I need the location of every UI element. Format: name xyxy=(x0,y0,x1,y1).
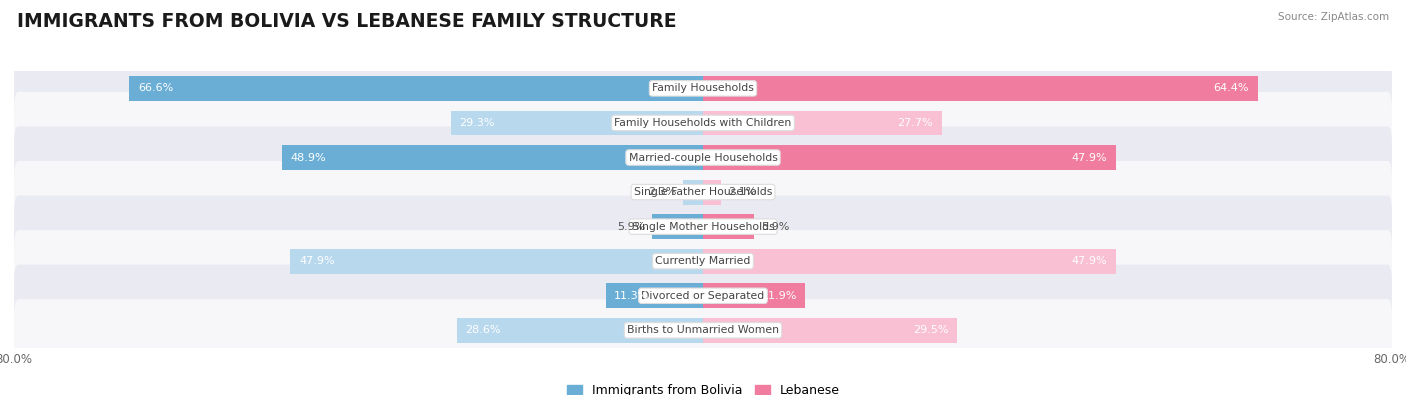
Bar xyxy=(129,76,703,101)
Bar xyxy=(291,249,703,274)
Text: Family Households with Children: Family Households with Children xyxy=(614,118,792,128)
Text: 47.9%: 47.9% xyxy=(1071,152,1107,162)
Legend: Immigrants from Bolivia, Lebanese: Immigrants from Bolivia, Lebanese xyxy=(561,379,845,395)
FancyBboxPatch shape xyxy=(14,265,1392,327)
Text: Family Households: Family Households xyxy=(652,83,754,93)
FancyBboxPatch shape xyxy=(14,57,1392,119)
Bar xyxy=(703,283,806,308)
Text: 29.3%: 29.3% xyxy=(460,118,495,128)
Text: 47.9%: 47.9% xyxy=(1071,256,1107,266)
Text: Married-couple Households: Married-couple Households xyxy=(628,152,778,162)
Bar xyxy=(703,145,1115,170)
Text: 5.9%: 5.9% xyxy=(761,222,789,231)
Text: 28.6%: 28.6% xyxy=(465,325,501,335)
Bar xyxy=(703,318,957,343)
Text: 11.3%: 11.3% xyxy=(614,291,650,301)
Bar xyxy=(703,111,942,135)
Text: Births to Unmarried Women: Births to Unmarried Women xyxy=(627,325,779,335)
Text: 11.9%: 11.9% xyxy=(762,291,797,301)
Text: 29.5%: 29.5% xyxy=(912,325,949,335)
FancyBboxPatch shape xyxy=(14,161,1392,223)
Bar xyxy=(451,111,703,135)
Text: 66.6%: 66.6% xyxy=(138,83,173,93)
Bar xyxy=(703,249,1115,274)
Text: Source: ZipAtlas.com: Source: ZipAtlas.com xyxy=(1278,12,1389,22)
Text: Currently Married: Currently Married xyxy=(655,256,751,266)
Text: 2.3%: 2.3% xyxy=(648,187,676,197)
FancyBboxPatch shape xyxy=(14,230,1392,292)
FancyBboxPatch shape xyxy=(14,126,1392,189)
Bar xyxy=(281,145,703,170)
Bar xyxy=(703,180,721,205)
FancyBboxPatch shape xyxy=(14,299,1392,361)
Text: 47.9%: 47.9% xyxy=(299,256,335,266)
Text: Single Mother Households: Single Mother Households xyxy=(631,222,775,231)
Text: Single Father Households: Single Father Households xyxy=(634,187,772,197)
FancyBboxPatch shape xyxy=(14,196,1392,258)
Bar xyxy=(683,180,703,205)
Bar xyxy=(703,76,1257,101)
Text: IMMIGRANTS FROM BOLIVIA VS LEBANESE FAMILY STRUCTURE: IMMIGRANTS FROM BOLIVIA VS LEBANESE FAMI… xyxy=(17,12,676,31)
Text: 27.7%: 27.7% xyxy=(897,118,934,128)
Bar xyxy=(652,214,703,239)
Bar xyxy=(457,318,703,343)
Bar xyxy=(606,283,703,308)
Text: Divorced or Separated: Divorced or Separated xyxy=(641,291,765,301)
Bar xyxy=(703,214,754,239)
Text: 5.9%: 5.9% xyxy=(617,222,645,231)
Text: 48.9%: 48.9% xyxy=(291,152,326,162)
Text: 2.1%: 2.1% xyxy=(728,187,756,197)
Text: 64.4%: 64.4% xyxy=(1213,83,1249,93)
FancyBboxPatch shape xyxy=(14,92,1392,154)
